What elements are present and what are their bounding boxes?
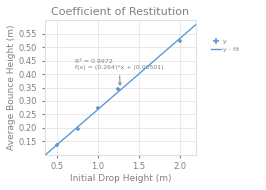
Title: Coefficient of Restitution: Coefficient of Restitution bbox=[52, 7, 190, 17]
Point bbox=[116, 87, 120, 90]
Point bbox=[55, 144, 59, 147]
Point bbox=[178, 39, 182, 42]
Y-axis label: Average Bounce Height (m): Average Bounce Height (m) bbox=[7, 25, 16, 150]
Point bbox=[76, 128, 80, 131]
X-axis label: Initial Drop Height (m): Initial Drop Height (m) bbox=[70, 174, 171, 183]
Legend: y, y - fit: y, y - fit bbox=[209, 36, 242, 55]
Point bbox=[96, 106, 100, 109]
Text: R² = 0.9972
f(x) = (0.264)*x + (0.00501): R² = 0.9972 f(x) = (0.264)*x + (0.00501) bbox=[75, 59, 164, 85]
